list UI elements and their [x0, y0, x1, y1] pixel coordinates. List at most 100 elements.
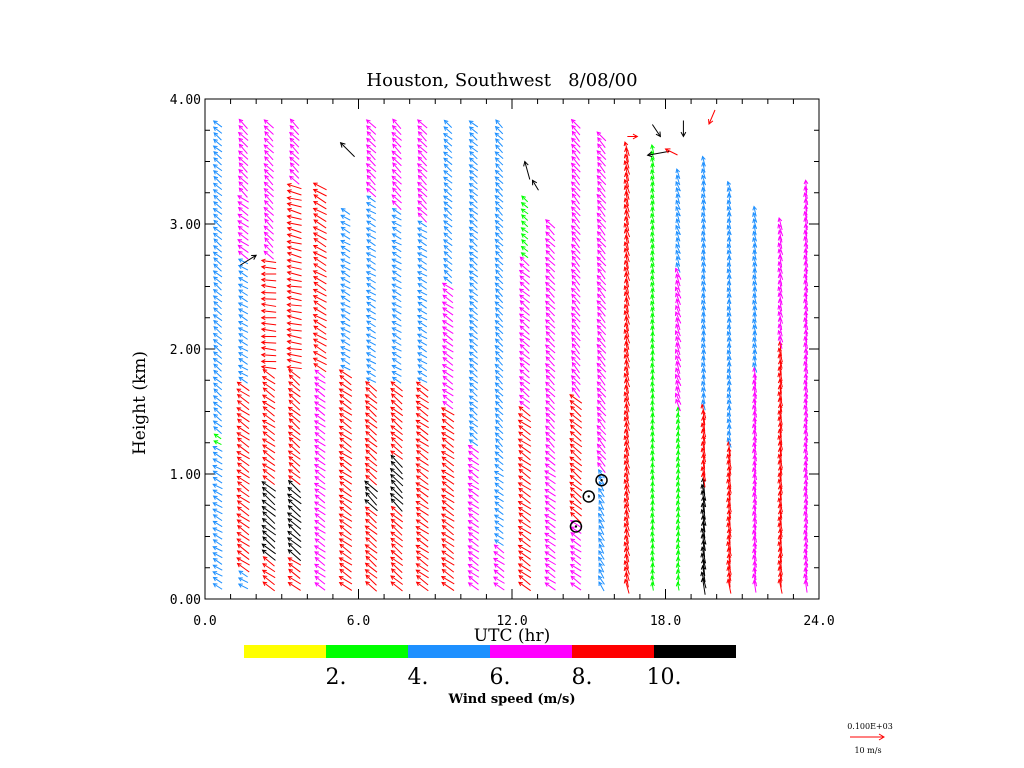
wind-vector-head — [238, 570, 244, 575]
wind-vector-head — [570, 312, 576, 318]
wind-vector-head — [468, 245, 474, 250]
wind-vector — [213, 413, 222, 422]
wind-vector — [569, 419, 583, 429]
wind-vector-head — [518, 406, 524, 411]
wind-vector — [651, 507, 654, 516]
wind-vector — [753, 350, 757, 361]
wind-vector-head — [442, 331, 448, 337]
wind-vector-head — [623, 453, 629, 459]
wind-vector-head — [212, 126, 218, 131]
wind-vector — [262, 530, 276, 543]
wind-vector — [392, 137, 402, 148]
wind-vector-head — [391, 289, 397, 294]
wind-vector — [701, 275, 706, 286]
wind-vector — [238, 339, 248, 346]
wind-vector — [569, 500, 583, 510]
wind-vector — [313, 325, 327, 335]
wind-vector — [752, 530, 758, 543]
wind-vector-head — [623, 353, 629, 359]
wind-vector — [570, 493, 582, 505]
wind-vector-head — [441, 301, 447, 306]
wind-vector-head — [238, 358, 244, 363]
wind-vector-head — [467, 457, 473, 462]
wind-vector — [213, 495, 223, 503]
wind-vector — [805, 374, 808, 387]
wind-vector — [571, 337, 581, 348]
wind-vector — [625, 529, 629, 544]
wind-vector-head — [263, 119, 269, 124]
wind-vector-head — [571, 318, 577, 324]
colorbar-segment — [572, 645, 654, 658]
wind-vector — [469, 289, 479, 297]
wind-vector-head — [262, 406, 268, 411]
wind-vector — [752, 405, 758, 418]
wind-vector-head — [518, 487, 524, 493]
wind-vector-head — [286, 195, 292, 201]
wind-vector — [519, 319, 530, 329]
wind-vector — [728, 193, 731, 205]
wind-vector — [313, 357, 327, 366]
wind-vector-head — [650, 262, 655, 268]
wind-vector — [651, 513, 655, 522]
wind-vector-head — [286, 220, 292, 226]
wind-vector — [365, 387, 377, 399]
wind-vector-head — [803, 523, 809, 529]
wind-vector — [753, 474, 757, 487]
wind-vector-head — [238, 333, 244, 338]
wind-vector-head — [313, 363, 319, 368]
wind-vector — [442, 525, 454, 536]
wind-vector-head — [544, 425, 550, 431]
wind-vector-head — [442, 313, 448, 318]
wind-vector — [213, 470, 223, 478]
wind-vector-head — [675, 304, 680, 310]
wind-vector — [237, 437, 250, 448]
wind-vector — [495, 170, 504, 178]
wind-vector-head — [312, 357, 318, 362]
wind-vector-head — [650, 256, 655, 262]
wind-vector — [624, 229, 630, 244]
wind-vector-head — [417, 168, 423, 174]
wind-vector — [341, 308, 351, 315]
wind-vector-head — [366, 195, 372, 200]
wind-vector-head — [236, 538, 242, 543]
wind-vector — [288, 505, 301, 518]
wind-vector — [339, 494, 353, 504]
wind-vector-head — [650, 375, 655, 381]
wind-vector — [416, 581, 429, 592]
wind-vector-head — [212, 120, 218, 125]
wind-vector — [417, 358, 428, 365]
wind-vector-head — [674, 286, 680, 292]
colorbar-segment — [490, 645, 572, 658]
wind-vector-head — [596, 231, 602, 236]
wind-vector — [524, 161, 531, 180]
wind-vector — [213, 238, 222, 247]
wind-vector-head — [650, 281, 655, 287]
wind-vector — [624, 154, 630, 169]
wind-vector — [366, 175, 376, 186]
wind-vector — [313, 344, 327, 354]
wind-vector-head — [391, 308, 397, 313]
calm-marker-icon — [582, 490, 595, 503]
wind-vector-head — [261, 463, 267, 468]
wind-vector — [340, 283, 351, 290]
wind-vector — [239, 254, 257, 266]
wind-vector — [340, 221, 351, 227]
wind-vector-head — [365, 405, 371, 411]
wind-vector — [314, 488, 326, 497]
wind-vector — [597, 143, 606, 155]
wind-vector — [287, 347, 302, 351]
wind-vector-head — [260, 340, 266, 345]
wind-vector — [314, 532, 326, 541]
wind-vector-head — [314, 582, 320, 587]
wind-vector — [415, 482, 429, 491]
wind-vector-head — [519, 343, 525, 349]
wind-vector — [416, 444, 429, 454]
wind-vector-head — [545, 418, 551, 424]
wind-vector-head — [261, 505, 267, 511]
wind-vector — [779, 255, 783, 268]
wind-vector-head — [569, 456, 575, 462]
wind-vector — [650, 238, 655, 247]
wind-vector-head — [287, 479, 293, 485]
wind-vector-head — [650, 368, 655, 374]
wind-vector — [213, 420, 223, 428]
